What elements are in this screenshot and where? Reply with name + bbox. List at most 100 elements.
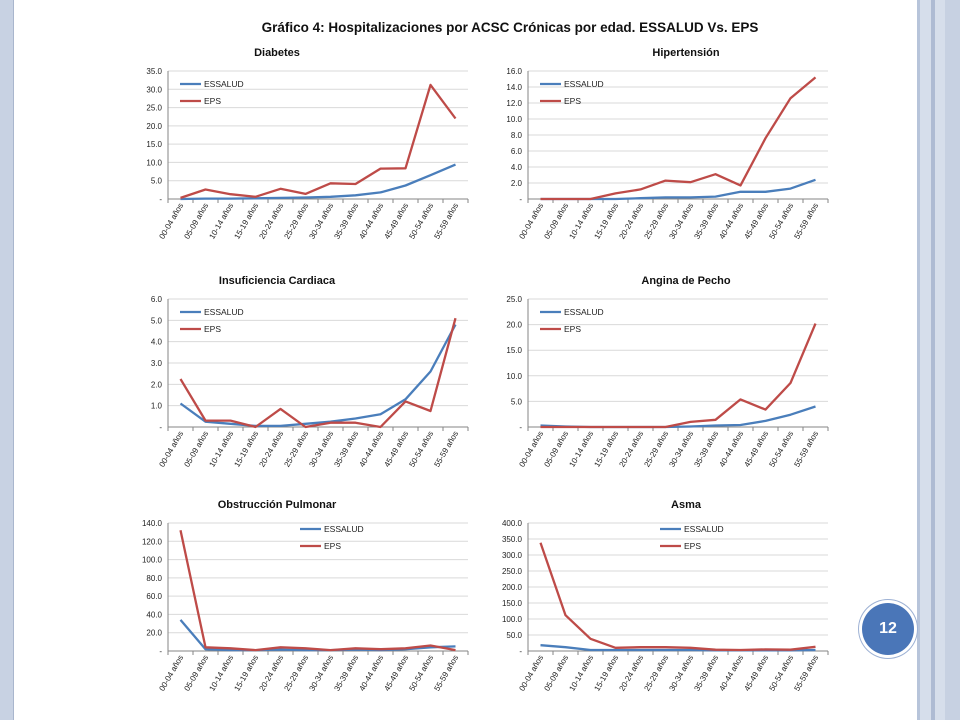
x-tick-label: 50-54 años: [407, 202, 435, 241]
chart-title: Hipertensión: [652, 47, 720, 59]
chart-title: Angina de Pecho: [641, 275, 731, 287]
y-tick-label: 150.0: [502, 599, 523, 608]
x-tick-label: 25-29 años: [282, 654, 310, 693]
x-tick-label: 40-44 años: [717, 202, 745, 241]
chart-title: Diabetes: [254, 47, 300, 59]
y-tick-label: 10.0: [506, 115, 522, 124]
y-tick-label: 10.0: [506, 372, 522, 381]
legend-label: ESSALUD: [564, 79, 604, 89]
y-tick-label: 100.0: [502, 615, 523, 624]
y-tick-label: 5.0: [151, 177, 163, 186]
x-tick-label: 40-44 años: [717, 654, 745, 693]
y-tick-label: -: [159, 423, 162, 432]
x-tick-label: 30-34 años: [307, 654, 335, 693]
x-tick-label: 55-59 años: [432, 202, 460, 241]
y-tick-label: 12.0: [506, 99, 522, 108]
y-tick-label: 3.0: [151, 359, 163, 368]
legend-label: ESSALUD: [324, 524, 364, 534]
y-tick-label: -: [159, 195, 162, 204]
y-tick-label: -: [519, 647, 522, 656]
chart-insuficiencia-cardiaca: Insuficiencia Cardiaca 6.0 5.0 4.0 3.0 2.0 1.0…: [151, 275, 469, 469]
x-tick-label: 00-04 años: [157, 202, 185, 241]
y-tick-label: 350.0: [502, 535, 523, 544]
x-tick-label: 05-09 años: [542, 202, 570, 241]
x-tick-label: 35-39 años: [332, 654, 360, 693]
legend-label: ESSALUD: [204, 79, 244, 89]
x-tick-label: 25-29 años: [282, 430, 310, 469]
y-tick-label: 25.0: [506, 295, 522, 304]
y-tick-label: 2.0: [151, 380, 163, 389]
y-tick-label: 4.0: [511, 163, 523, 172]
x-tick-label: 05-09 años: [542, 430, 570, 469]
x-tick-label: 30-34 años: [307, 202, 335, 241]
x-tick-label: 50-54 años: [767, 654, 795, 693]
x-tick-label: 10-14 años: [567, 202, 595, 241]
x-tick-label: 25-29 años: [642, 202, 670, 241]
x-tick-label: 10-14 años: [207, 202, 235, 241]
x-tick-label: 45-49 años: [742, 202, 770, 241]
x-tick-label: 10-14 años: [207, 430, 235, 469]
x-tick-label: 35-39 años: [692, 202, 720, 241]
x-tick-label: 15-19 años: [232, 654, 260, 693]
legend-label: EPS: [564, 324, 581, 334]
x-tick-label: 20-24 años: [617, 430, 645, 469]
x-tick-label: 10-14 años: [567, 430, 595, 469]
y-tick-label: 30.0: [146, 85, 162, 94]
y-tick-label: 35.0: [146, 67, 162, 76]
y-tick-label: 50.0: [506, 631, 522, 640]
series-line-eps: [540, 76, 817, 201]
chart-title: Insuficiencia Cardiaca: [219, 275, 336, 287]
y-tick-label: 20.0: [506, 321, 522, 330]
x-tick-label: 40-44 años: [357, 654, 385, 693]
legend-label: EPS: [564, 96, 581, 106]
x-tick-label: 55-59 años: [792, 202, 820, 241]
legend-label: EPS: [204, 324, 221, 334]
chart-title: Asma: [671, 499, 702, 511]
y-tick-label: 120.0: [142, 537, 163, 546]
y-tick-label: 300.0: [502, 551, 523, 560]
x-tick-label: 35-39 años: [692, 654, 720, 693]
x-tick-label: 40-44 años: [717, 430, 745, 469]
x-tick-label: 30-34 años: [667, 654, 695, 693]
x-tick-label: 55-59 años: [792, 654, 820, 693]
y-tick-label: 200.0: [502, 583, 523, 592]
legend-label: EPS: [204, 96, 221, 106]
x-tick-label: 45-49 años: [742, 654, 770, 693]
x-tick-label: 15-19 años: [592, 654, 620, 693]
y-tick-label: 100.0: [142, 556, 163, 565]
slide-right-border: [917, 0, 960, 720]
y-tick-label: 6.0: [151, 295, 163, 304]
x-tick-label: 30-34 años: [667, 202, 695, 241]
y-tick-label: 4.0: [151, 338, 163, 347]
x-tick-label: 55-59 años: [792, 430, 820, 469]
y-tick-label: 8.0: [511, 131, 523, 140]
legend-label: EPS: [684, 541, 701, 551]
x-tick-label: 20-24 años: [617, 654, 645, 693]
series-line-eps: [179, 530, 456, 652]
series-line-eps: [540, 323, 817, 429]
series-line-eps: [179, 317, 457, 429]
x-tick-label: 10-14 años: [207, 654, 235, 693]
y-tick-label: 15.0: [506, 346, 522, 355]
y-tick-label: 5.0: [511, 397, 523, 406]
x-tick-label: 20-24 años: [617, 202, 645, 241]
x-tick-label: 00-04 años: [157, 654, 185, 693]
x-tick-label: 30-34 años: [307, 430, 335, 469]
legend-label: ESSALUD: [564, 307, 604, 317]
x-tick-label: 35-39 años: [332, 430, 360, 469]
series-line-eps: [180, 83, 457, 199]
y-tick-label: 25.0: [146, 104, 162, 113]
x-tick-label: 25-29 años: [282, 202, 310, 241]
x-tick-label: 20-24 años: [257, 654, 285, 693]
y-tick-label: 1.0: [151, 402, 163, 411]
x-tick-label: 40-44 años: [357, 202, 385, 241]
x-tick-label: 05-09 años: [182, 654, 210, 693]
x-tick-label: 05-09 años: [182, 202, 210, 241]
x-tick-label: 45-49 años: [382, 202, 410, 241]
chart-obstruccion-pulmonar: Obstrucción Pulmonar 140.0 120.0 100.0 80.0 6…: [142, 499, 469, 693]
legend-label: ESSALUD: [204, 307, 244, 317]
x-tick-label: 45-49 años: [742, 430, 770, 469]
chart-asma: Asma 400.0 350.0 300.0 250.0 200.0 150.0 100.0 5…: [502, 499, 829, 693]
series-line-essalud: [180, 163, 456, 201]
series-line-essalud: [179, 619, 456, 652]
